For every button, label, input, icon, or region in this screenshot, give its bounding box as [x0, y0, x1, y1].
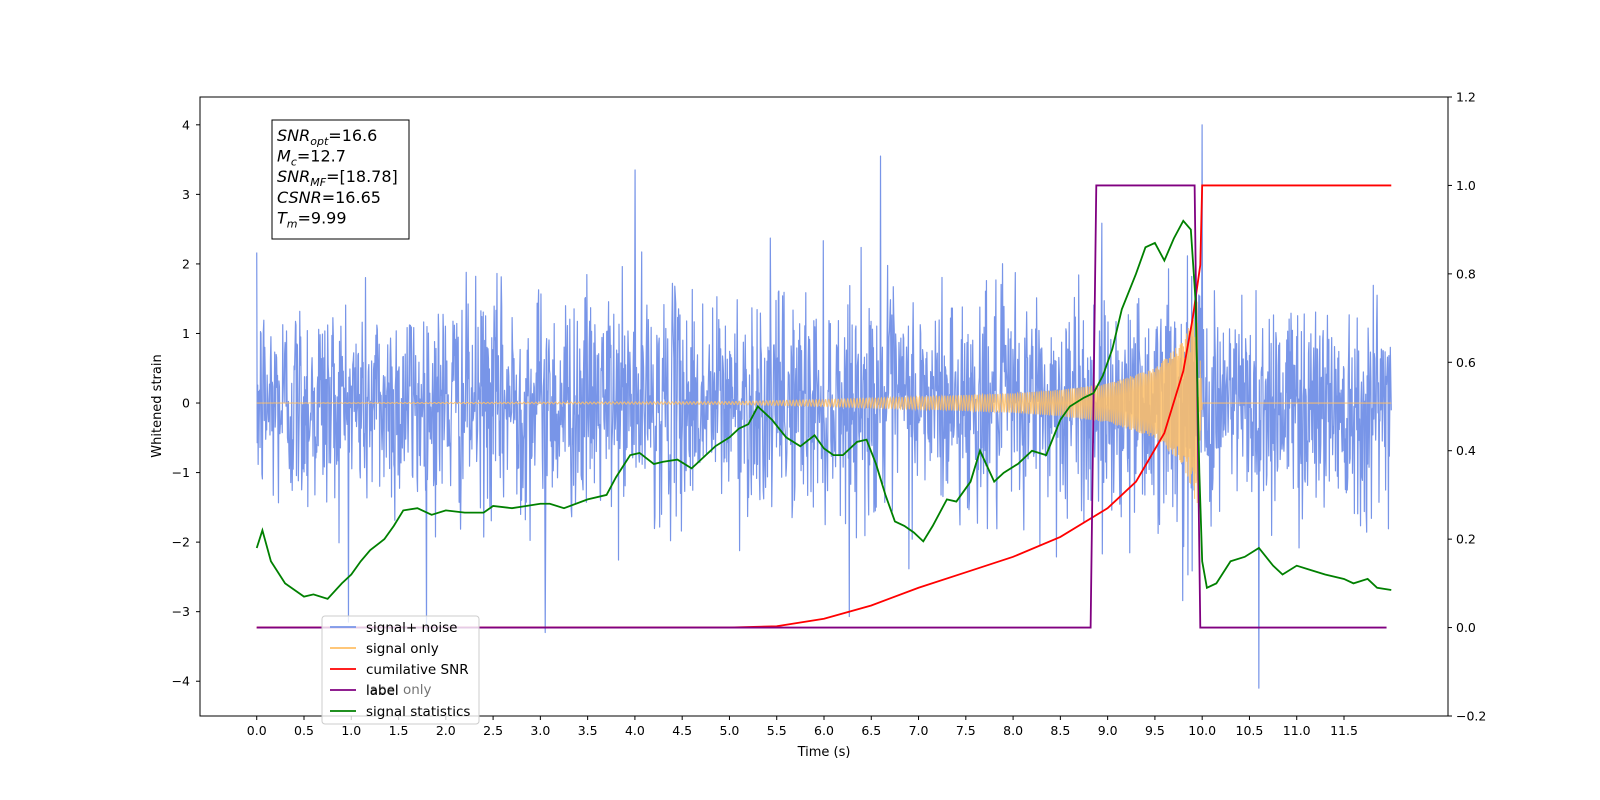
x-tick-label: 8.0 — [1003, 723, 1023, 738]
right-y-axis: −0.2 0.0 0.2 0.4 0.6 0.8 1.0 1.2 — [1448, 90, 1486, 724]
right-y-tick-label: 0.4 — [1456, 443, 1476, 458]
x-tick-label: 11.0 — [1283, 723, 1311, 738]
x-tick-label: 7.0 — [909, 723, 929, 738]
right-y-tick-label: 1.2 — [1456, 90, 1476, 105]
signal-statistics-line — [255, 219, 1392, 600]
left-y-tick-label: 1 — [182, 326, 190, 341]
plot-area — [255, 124, 1392, 689]
legend-label: signal statistics — [366, 704, 470, 720]
x-tick-label: 6.0 — [814, 723, 834, 738]
x-tick-label: 9.5 — [1145, 723, 1165, 738]
x-tick-label: 7.5 — [956, 723, 976, 738]
annotation-line: SNRMF=[18.78] — [277, 167, 398, 189]
x-tick-label: 10.5 — [1236, 723, 1264, 738]
right-y-tick-label: 0.2 — [1456, 532, 1476, 547]
left-y-tick-label: −4 — [172, 674, 190, 689]
x-axis: 0.0 0.5 1.0 1.5 2.0 2.5 3.0 3.5 4.0 4.5 5.0 5.5 6.0 6… — [247, 716, 1358, 738]
x-tick-label: 11.5 — [1330, 723, 1358, 738]
x-tick-label: 1.0 — [341, 723, 361, 738]
x-tick-label: 2.5 — [483, 723, 503, 738]
x-tick-label: 3.5 — [578, 723, 598, 738]
x-tick-label: 6.5 — [861, 723, 881, 738]
annotation-line: Tm=9.99 — [277, 208, 347, 230]
label-line — [256, 184, 1387, 629]
x-tick-label: 4.5 — [672, 723, 692, 738]
occluded-legend-text: label only — [366, 682, 432, 698]
left-y-tick-label: 2 — [182, 256, 190, 271]
signal-only-line — [256, 301, 1392, 504]
x-tick-label: 1.5 — [389, 723, 409, 738]
x-tick-label: 9.0 — [1098, 723, 1118, 738]
legend: signal+ noise signal only cumilative SNR la… — [321, 615, 480, 725]
right-y-tick-label: 1.0 — [1456, 178, 1476, 193]
x-tick-label: 4.0 — [625, 723, 645, 738]
left-y-axis: −4 −3 −2 −1 0 1 2 3 4 — [172, 117, 200, 689]
right-y-tick-label: 0.6 — [1456, 355, 1476, 370]
x-tick-label: 8.5 — [1050, 723, 1070, 738]
legend-label: signal+ noise — [366, 620, 457, 636]
x-tick-label: 5.0 — [720, 723, 740, 738]
x-tick-label: 2.0 — [436, 723, 456, 738]
left-y-tick-label: −3 — [172, 604, 190, 619]
annotation-line: CSNR=16.65 — [277, 188, 381, 207]
x-axis-label: Time (s) — [797, 745, 851, 760]
annotation-box: SNRopt=16.6Mc=12.7SNRMF=[18.78]CSNR=16.6… — [271, 119, 410, 240]
annotation-box-frame — [271, 119, 410, 240]
left-y-tick-label: −2 — [172, 535, 190, 550]
x-tick-label: 0.0 — [247, 723, 267, 738]
left-y-tick-label: −1 — [172, 465, 190, 480]
left-y-tick-label: 3 — [182, 187, 190, 202]
legend-label: label — [366, 683, 399, 699]
y-axis-label: Whitened strain — [150, 354, 165, 457]
left-y-tick-label: 0 — [182, 396, 190, 411]
signal-noise-line — [256, 124, 1392, 689]
right-y-tick-label: 0.0 — [1456, 620, 1476, 635]
x-tick-label: 3.0 — [530, 723, 550, 738]
right-y-tick-label: −0.2 — [1456, 709, 1486, 724]
right-y-tick-label: 0.8 — [1456, 266, 1476, 281]
legend-label: signal only — [366, 641, 439, 657]
legend-frame — [321, 615, 480, 725]
x-tick-label: 10.0 — [1188, 723, 1216, 738]
annotation-line: Mc=12.7 — [277, 147, 346, 169]
legend-label: cumilative SNR — [366, 662, 469, 678]
left-y-tick-label: 4 — [182, 117, 190, 132]
x-tick-label: 0.5 — [294, 723, 314, 738]
x-tick-label: 5.5 — [767, 723, 787, 738]
annotation-line: SNRopt=16.6 — [277, 126, 377, 148]
